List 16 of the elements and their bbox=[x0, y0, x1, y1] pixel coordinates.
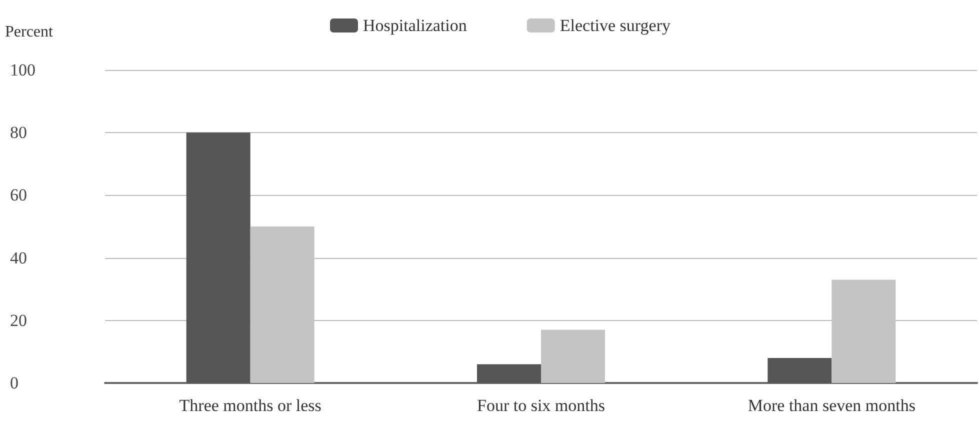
y-tick-label: 0 bbox=[10, 374, 18, 392]
bar bbox=[768, 358, 832, 383]
legend-label: Elective surgery bbox=[560, 16, 671, 35]
y-axis-title: Percent bbox=[5, 24, 54, 40]
bar bbox=[186, 132, 250, 383]
y-tick-label: 60 bbox=[10, 186, 27, 205]
y-tick-label: 40 bbox=[10, 248, 27, 268]
legend-label: Hospitalization bbox=[363, 16, 468, 35]
x-tick-label: Four to six months bbox=[477, 396, 605, 415]
bar bbox=[541, 330, 605, 383]
bar bbox=[477, 364, 541, 383]
x-tick-label: More than seven months bbox=[748, 396, 916, 415]
x-tick-label: Three months or less bbox=[179, 396, 322, 415]
y-tick-label: 80 bbox=[10, 123, 27, 142]
y-tick-label: 100 bbox=[10, 60, 36, 80]
y-tick-label: 20 bbox=[10, 310, 27, 330]
